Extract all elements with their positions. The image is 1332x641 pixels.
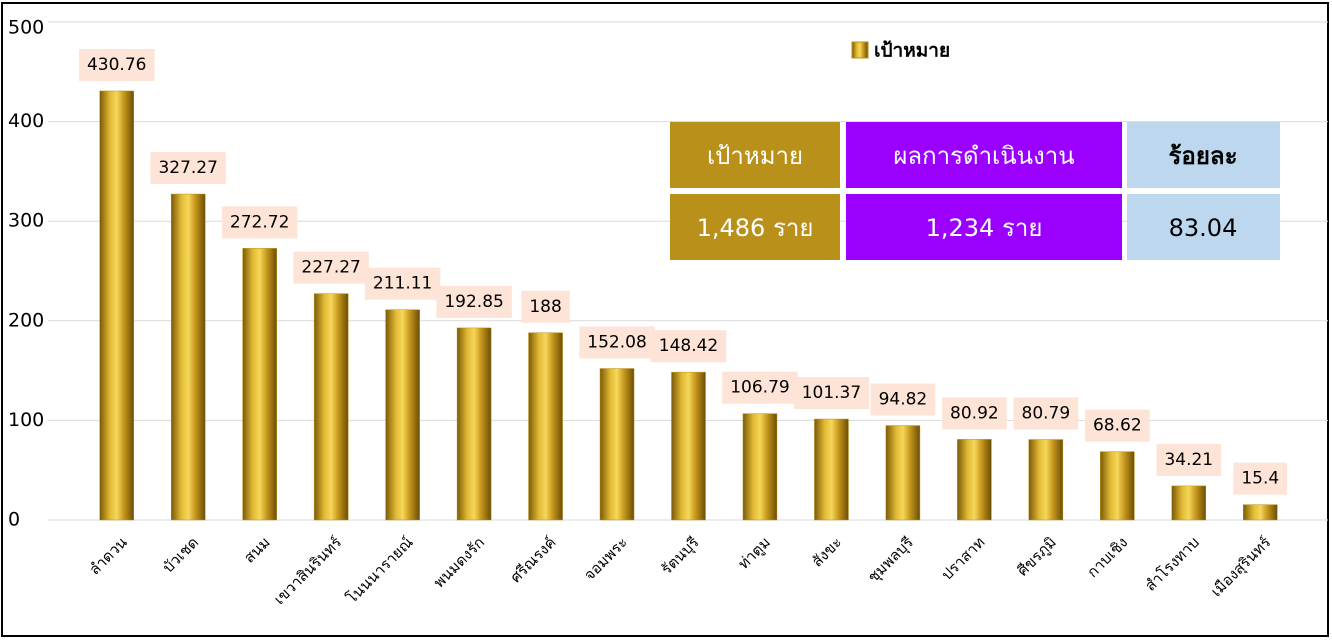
data-label: 68.62 [1093, 416, 1142, 436]
table-cell [670, 194, 840, 260]
table-cell-text: 1,486 ราย [697, 214, 814, 242]
bar [242, 248, 277, 521]
table-cell [1127, 122, 1280, 188]
table-header: ผลการดำเนินงาน [893, 142, 1074, 170]
table-cell [670, 122, 840, 188]
data-label: 80.79 [1022, 404, 1071, 424]
data-label-box [793, 377, 870, 410]
bar [456, 327, 492, 521]
bar [99, 90, 134, 521]
table-header: เป้าหมาย [707, 142, 803, 170]
data-label: 211.11 [373, 274, 432, 294]
bar [885, 425, 921, 521]
y-tick-label: 100 [8, 409, 44, 431]
table-cell [846, 194, 1122, 260]
bar [742, 413, 778, 521]
y-tick-label: 200 [8, 309, 44, 331]
data-label: 327.27 [158, 158, 217, 178]
data-label: 101.37 [802, 383, 861, 403]
y-tick-label: 400 [8, 110, 44, 132]
data-label: 106.79 [730, 378, 789, 398]
table-cell [1127, 194, 1280, 260]
bar [1100, 451, 1135, 521]
bar [1243, 504, 1278, 521]
data-label-box [436, 285, 512, 318]
y-tick-label: 0 [8, 509, 20, 531]
data-label-box [78, 48, 155, 81]
data-label: 430.76 [87, 55, 146, 75]
data-label-box [1233, 462, 1288, 495]
bar [385, 309, 420, 521]
data-label-box [1013, 397, 1079, 430]
bar [528, 332, 563, 521]
data-label-box [221, 206, 298, 239]
table-cell-text: 83.04 [1169, 214, 1238, 242]
data-label-box [150, 152, 226, 185]
bar [313, 293, 349, 521]
data-label-box [942, 397, 1007, 430]
data-label-box [870, 383, 936, 416]
data-label: 148.42 [659, 336, 718, 356]
data-label-box [1084, 409, 1150, 442]
data-label-box [521, 290, 570, 323]
data-label: 80.92 [950, 403, 999, 423]
data-label-box [650, 330, 727, 363]
bar [1171, 485, 1207, 521]
bar [599, 368, 635, 521]
data-label-box [364, 267, 441, 300]
bar [957, 439, 992, 521]
table-cell [846, 122, 1122, 188]
table-header: ร้อยละ [1169, 142, 1238, 170]
data-label: 188 [529, 297, 561, 317]
bar [1028, 439, 1064, 521]
data-label-box [579, 326, 655, 359]
bar [814, 418, 849, 521]
data-label: 227.27 [301, 258, 360, 278]
data-label: 272.72 [230, 212, 289, 232]
y-tick-label: 500 [8, 17, 44, 39]
data-label: 15.4 [1241, 469, 1279, 489]
data-label-box [1156, 443, 1222, 476]
table-cell-text: 1,234 ราย [926, 214, 1043, 242]
data-label-box [722, 371, 798, 404]
data-label: 34.21 [1164, 450, 1213, 470]
data-label: 192.85 [444, 292, 503, 312]
bar [170, 193, 206, 521]
bar [671, 371, 706, 521]
summary-table: เป้าหมาย ผลการดำเนินงาน ร้อยละ 1,486 ราย… [670, 122, 1280, 260]
data-label: 152.08 [587, 333, 646, 353]
data-label-box [293, 251, 369, 284]
y-tick-label: 300 [8, 210, 44, 232]
data-label: 94.82 [879, 390, 928, 410]
legend-label: เป้าหมาย [874, 40, 950, 62]
legend-swatch [851, 41, 869, 59]
